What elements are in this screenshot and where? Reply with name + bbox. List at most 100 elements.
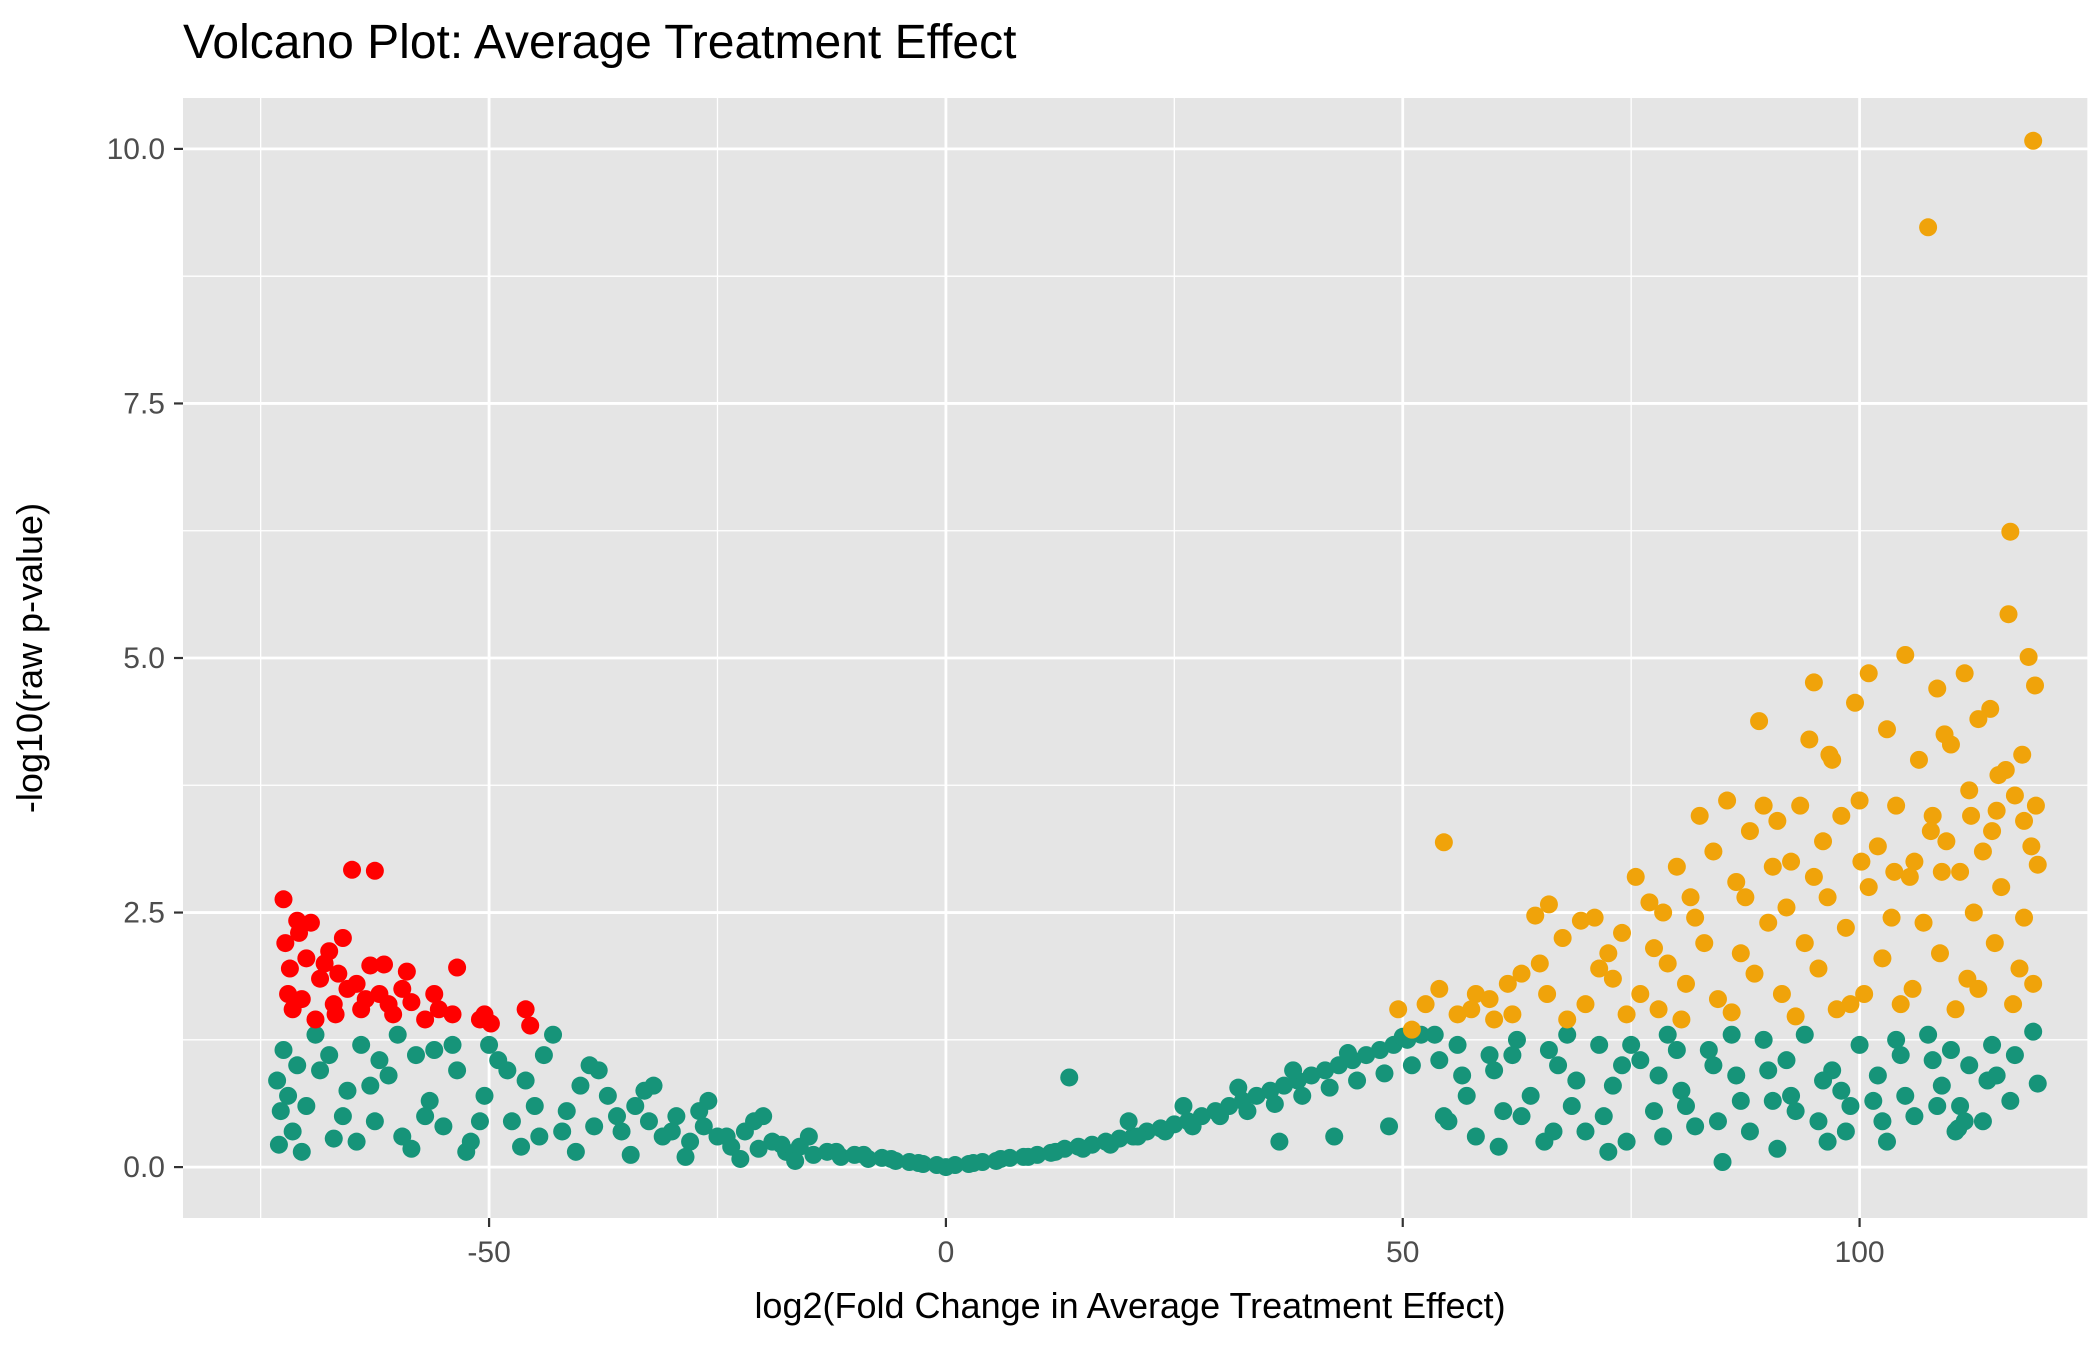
not-significant-point — [1128, 1127, 1147, 1146]
down-significant-point — [301, 913, 320, 932]
not-significant-point — [393, 1127, 412, 1146]
not-significant-point — [1617, 1132, 1636, 1151]
not-significant-point — [2024, 1022, 2043, 1041]
up-significant-point — [1832, 806, 1851, 825]
not-significant-point — [1430, 1051, 1449, 1070]
not-significant-point — [1265, 1094, 1284, 1113]
up-significant-point — [1804, 867, 1823, 886]
not-significant-point — [749, 1139, 768, 1158]
not-significant-point — [1978, 1071, 1997, 1090]
up-significant-point — [1690, 806, 1709, 825]
not-significant-point — [571, 1076, 590, 1095]
not-significant-point — [274, 1041, 293, 1059]
up-significant-point — [1850, 791, 1869, 810]
down-significant-point — [279, 985, 298, 1003]
not-significant-point — [1402, 1056, 1421, 1075]
not-significant-point — [1777, 1051, 1796, 1070]
not-significant-point — [1887, 1030, 1906, 1049]
x-axis-title: log2(Fold Change in Average Treatment Ef… — [754, 1285, 1505, 1326]
not-significant-point — [1302, 1066, 1321, 1085]
up-significant-point — [1553, 929, 1572, 947]
x-tick-label: 100 — [1835, 1236, 1885, 1269]
up-significant-point — [1530, 954, 1549, 973]
not-significant-point — [1727, 1066, 1746, 1085]
not-significant-point — [585, 1117, 604, 1136]
up-significant-point — [1973, 842, 1992, 861]
up-significant-point — [1603, 969, 1622, 988]
not-significant-point — [1380, 1117, 1399, 1136]
not-significant-point — [1782, 1086, 1801, 1105]
not-significant-point — [288, 1056, 307, 1075]
not-significant-point — [1877, 1132, 1896, 1151]
not-significant-point — [1814, 1071, 1833, 1090]
not-significant-point — [1425, 1025, 1444, 1044]
up-significant-point — [1768, 811, 1787, 830]
not-significant-point — [1795, 1025, 1814, 1044]
down-significant-point — [448, 958, 467, 977]
not-significant-point — [338, 1081, 357, 1100]
up-significant-point — [1512, 964, 1531, 983]
up-significant-point — [1969, 710, 1988, 729]
not-significant-point — [1658, 1025, 1677, 1044]
up-significant-point — [1498, 974, 1517, 993]
up-significant-point — [1585, 908, 1604, 927]
x-tick-label: -50 — [467, 1236, 510, 1269]
not-significant-point — [1932, 1076, 1951, 1095]
down-significant-point — [393, 979, 412, 998]
not-significant-point — [333, 1107, 352, 1126]
down-significant-point — [306, 1010, 325, 1029]
not-significant-point — [1348, 1071, 1367, 1090]
not-significant-point — [1211, 1107, 1230, 1126]
up-significant-point — [1617, 1005, 1636, 1024]
not-significant-point — [1512, 1107, 1531, 1126]
up-significant-point — [2004, 995, 2023, 1014]
not-significant-point — [443, 1035, 462, 1054]
not-significant-point — [1905, 1107, 1924, 1126]
not-significant-point — [1489, 1137, 1508, 1156]
not-significant-point — [1713, 1153, 1732, 1171]
not-significant-point — [662, 1122, 681, 1141]
not-significant-point — [1293, 1086, 1312, 1105]
up-significant-point — [2019, 647, 2038, 666]
not-significant-point — [1941, 1041, 1960, 1059]
up-significant-point — [1539, 895, 1558, 914]
up-significant-point — [1745, 964, 1764, 983]
up-significant-point — [1946, 1000, 1965, 1019]
not-significant-point — [1507, 1030, 1526, 1049]
not-significant-point — [498, 1061, 517, 1080]
not-significant-point — [1622, 1035, 1641, 1054]
up-significant-point — [1859, 664, 1878, 683]
up-significant-point — [1667, 857, 1686, 876]
down-significant-point — [311, 969, 330, 988]
up-significant-point — [1818, 888, 1837, 907]
not-significant-point — [2001, 1091, 2020, 1110]
up-significant-point — [1576, 995, 1595, 1014]
up-significant-point — [1903, 979, 1922, 998]
up-significant-point — [1772, 985, 1791, 1003]
up-significant-point — [1466, 985, 1485, 1003]
down-significant-point — [402, 993, 421, 1012]
not-significant-point — [1686, 1117, 1705, 1136]
not-significant-point — [786, 1151, 805, 1170]
down-significant-point — [315, 954, 334, 973]
not-significant-point — [1156, 1122, 1175, 1141]
up-significant-point — [1841, 995, 1860, 1014]
up-significant-point — [1686, 908, 1705, 927]
up-significant-point — [1983, 822, 2002, 841]
up-significant-point — [1935, 725, 1954, 744]
y-tick-label: 7.5 — [123, 387, 165, 420]
not-significant-point — [544, 1025, 563, 1044]
up-significant-point — [2015, 811, 2034, 830]
not-significant-point — [1494, 1102, 1513, 1121]
not-significant-point — [1850, 1035, 1869, 1054]
up-significant-point — [1480, 990, 1499, 1009]
up-significant-point — [1750, 712, 1769, 731]
not-significant-point — [1576, 1122, 1595, 1141]
up-significant-point — [1782, 852, 1801, 871]
not-significant-point — [1809, 1112, 1828, 1131]
down-significant-point — [443, 1005, 462, 1024]
not-significant-point — [279, 1086, 298, 1105]
up-significant-point — [1981, 699, 2000, 718]
up-significant-point — [1571, 911, 1590, 930]
